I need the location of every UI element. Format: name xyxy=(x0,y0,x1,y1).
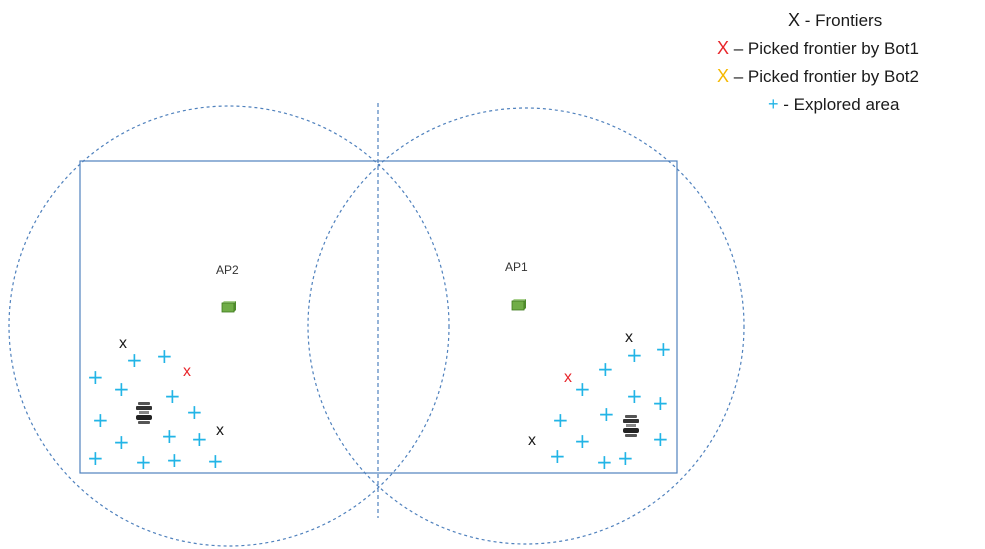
explored-mark: + xyxy=(596,450,613,474)
explored-mark: + xyxy=(113,430,130,454)
legend-item-frontiers: X - Frontiers xyxy=(788,10,882,31)
range-circle-right xyxy=(307,107,745,545)
explored-mark: + xyxy=(87,365,104,389)
explored-mark: + xyxy=(126,348,143,372)
bot1-picked-frontier-mark: x xyxy=(564,369,572,386)
explored-legend-symbol: + xyxy=(768,94,779,114)
explored-mark: + xyxy=(161,424,178,448)
legend-label: - Explored area xyxy=(778,95,900,114)
explored-mark: + xyxy=(617,446,634,470)
bot2-legend-symbol: X xyxy=(717,66,730,86)
legend-item-explored-area: + - Explored area xyxy=(768,94,899,115)
explored-mark: + xyxy=(574,377,591,401)
explored-mark: + xyxy=(164,384,181,408)
frontier-mark: x xyxy=(216,422,224,439)
explored-mark: + xyxy=(626,343,643,367)
explored-mark: + xyxy=(652,391,669,415)
explored-mark: + xyxy=(191,427,208,451)
bot1-picked-frontier-mark: x xyxy=(183,363,191,380)
frontier-mark: x xyxy=(625,329,633,346)
range-circle-left xyxy=(8,105,450,547)
frontier-mark: x xyxy=(119,335,127,352)
explored-mark: + xyxy=(598,402,615,426)
explored-mark: + xyxy=(166,448,183,472)
legend-item-bot2-frontier: X – Picked frontier by Bot2 xyxy=(717,66,919,87)
legend-label: – Picked frontier by Bot1 xyxy=(729,39,919,58)
bot1-legend-symbol: X xyxy=(717,38,730,58)
explored-mark: + xyxy=(92,408,109,432)
legend-label: – Picked frontier by Bot2 xyxy=(729,67,919,86)
legend-label: - Frontiers xyxy=(800,11,883,30)
explored-mark: + xyxy=(549,444,566,468)
explored-mark: + xyxy=(186,400,203,424)
explored-mark: + xyxy=(207,449,224,473)
legend-item-bot1-frontier: X – Picked frontier by Bot1 xyxy=(717,38,919,59)
explored-mark: + xyxy=(135,450,152,474)
robot-icon xyxy=(623,415,639,437)
frontier-mark: x xyxy=(528,432,536,449)
frontier-legend-symbol: X xyxy=(788,10,801,30)
access-point-icon xyxy=(511,299,526,311)
explored-mark: + xyxy=(652,427,669,451)
explored-mark: + xyxy=(552,408,569,432)
explored-mark: + xyxy=(156,344,173,368)
explored-mark: + xyxy=(597,357,614,381)
explored-mark: + xyxy=(574,429,591,453)
area-boundary xyxy=(79,160,678,474)
access-point-icon xyxy=(221,301,236,313)
explored-mark: + xyxy=(113,377,130,401)
ap1-label: AP1 xyxy=(505,260,528,274)
robot-icon xyxy=(136,402,152,424)
ap2-label: AP2 xyxy=(216,263,239,277)
explored-mark: + xyxy=(655,337,672,361)
explored-mark: + xyxy=(626,384,643,408)
explored-mark: + xyxy=(87,446,104,470)
